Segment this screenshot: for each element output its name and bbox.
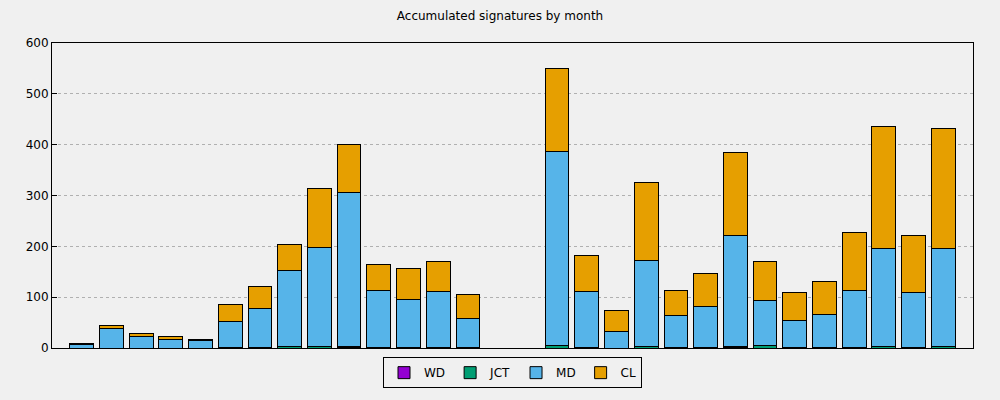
svg-text:0: 0 xyxy=(41,341,49,355)
svg-text:300: 300 xyxy=(26,189,49,203)
svg-text:MD: MD xyxy=(556,366,576,380)
svg-text:Accumulated signatures by mont: Accumulated signatures by month xyxy=(397,9,603,23)
svg-text:600: 600 xyxy=(26,36,49,50)
svg-text:CL: CL xyxy=(621,366,636,380)
svg-text:200: 200 xyxy=(26,240,49,254)
svg-text:WD: WD xyxy=(424,366,445,380)
svg-text:500: 500 xyxy=(26,87,49,101)
svg-text:JCT: JCT xyxy=(489,366,510,380)
svg-text:400: 400 xyxy=(26,138,49,152)
svg-text:100: 100 xyxy=(26,290,49,304)
